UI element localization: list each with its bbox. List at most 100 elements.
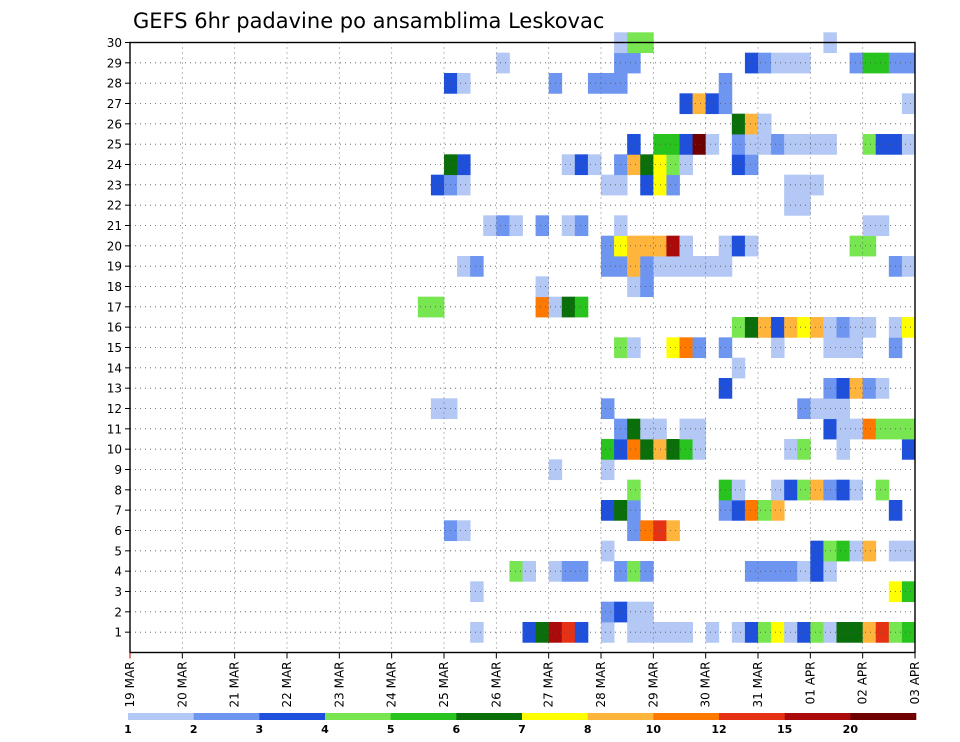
x-tick-label: 27 MAR	[542, 662, 556, 708]
legend-swatch	[719, 713, 785, 720]
heatmap-cell	[901, 418, 916, 440]
legend-swatch	[850, 713, 917, 720]
legend-swatch	[390, 713, 457, 720]
heatmap-cell	[640, 561, 654, 582]
heatmap-cell	[430, 296, 445, 318]
y-tick-label: 22	[107, 199, 122, 213]
y-tick-label: 21	[107, 219, 122, 233]
heatmap-cell	[679, 337, 693, 359]
heatmap-cell	[862, 235, 877, 257]
heatmap-cell	[810, 479, 824, 501]
heatmap-cell	[574, 296, 589, 318]
heatmap-cell	[810, 317, 824, 338]
heatmap-cell	[496, 215, 510, 237]
y-tick-label: 13	[107, 382, 122, 396]
heatmap-cell	[601, 459, 615, 481]
y-tick-label: 29	[107, 56, 122, 70]
heatmap-cell	[640, 174, 654, 196]
heatmap-cell	[627, 601, 641, 623]
y-tick-label: 5	[114, 544, 122, 558]
heatmap-cell	[574, 215, 589, 237]
y-axis: 1234567891011121314151617181920212223242…	[107, 36, 130, 640]
heatmap-cell	[849, 540, 864, 562]
heatmap-cell	[692, 337, 707, 359]
heatmap-cell	[862, 52, 877, 74]
heatmap-cell	[627, 500, 641, 521]
heatmap-cell	[849, 235, 864, 257]
heatmap-cell	[522, 561, 536, 582]
heatmap-cell	[901, 52, 916, 74]
heatmap-cell	[875, 622, 890, 643]
heatmap-cell	[561, 561, 576, 582]
heatmap-cell	[862, 418, 877, 440]
y-tick-label: 4	[114, 565, 122, 579]
legend-label: 10	[646, 723, 662, 736]
chart-title: GEFS 6hr padavine po ansamblima Leskovac	[133, 9, 604, 33]
heatmap-cell	[744, 622, 759, 643]
grid-layer	[130, 42, 915, 653]
heatmap-cell	[679, 418, 693, 440]
y-tick-label: 10	[107, 443, 122, 457]
heatmap-cell	[457, 154, 471, 176]
heatmap-cell	[744, 235, 759, 257]
x-tick-label: 30 MAR	[699, 662, 713, 708]
heatmap-cell	[457, 73, 471, 94]
heatmap-cell	[797, 479, 811, 501]
x-tick-label: 24 MAR	[385, 662, 399, 708]
heatmap-cell	[875, 418, 890, 440]
heatmap-cell	[627, 276, 641, 298]
heatmap-cell	[797, 195, 811, 216]
heatmap-cell	[430, 174, 445, 196]
heatmap-cell	[601, 174, 615, 196]
heatmap-cell	[627, 439, 641, 460]
heatmap-cell	[692, 93, 707, 115]
heatmap-cell	[679, 256, 693, 277]
legend-swatch	[128, 713, 194, 720]
y-tick-label: 11	[107, 422, 122, 436]
legend-swatch	[784, 713, 851, 720]
x-tick-label: 22 MAR	[280, 662, 294, 708]
heatmap-cell	[627, 154, 641, 176]
heatmap-cell	[509, 215, 523, 237]
heatmap-cell	[601, 398, 615, 420]
heatmap-cell	[731, 357, 746, 379]
heatmap-cell	[771, 134, 785, 155]
legend-swatch	[587, 713, 654, 720]
legend-label: 8	[584, 723, 592, 736]
heatmap-cell	[810, 174, 824, 196]
heatmap-cell	[731, 154, 746, 176]
heatmap-cell	[836, 337, 850, 359]
heatmap-cell	[797, 174, 811, 196]
legend-label: 4	[321, 723, 329, 736]
x-tick-label: 29 MAR	[646, 662, 660, 708]
heatmap-cell	[601, 439, 615, 460]
heatmap-cell	[574, 561, 589, 582]
heatmap-cell	[627, 337, 641, 359]
heatmap-cell	[666, 154, 680, 176]
heatmap-cell	[797, 439, 811, 460]
heatmap-cell	[417, 296, 432, 318]
heatmap-cell	[901, 134, 916, 155]
heatmap-cell	[758, 52, 772, 74]
heatmap-cell	[470, 256, 484, 277]
heatmap-cell	[561, 154, 576, 176]
heatmap-cell	[627, 134, 641, 155]
heatmap-cell	[470, 581, 484, 603]
heatmap-cell	[771, 561, 785, 582]
y-tick-label: 18	[107, 280, 122, 294]
y-tick-label: 16	[107, 321, 122, 335]
heatmap-cell	[640, 601, 654, 623]
heatmap-cell	[601, 500, 615, 521]
heatmap-cell	[666, 622, 680, 643]
heatmap-cell	[797, 317, 811, 338]
y-tick-label: 24	[107, 158, 122, 172]
heatmap-cell	[901, 317, 916, 338]
heatmap-cell	[836, 622, 850, 643]
heatmap-cell	[731, 317, 746, 338]
heatmap-cell	[849, 317, 864, 338]
heatmap-cell	[836, 540, 850, 562]
heatmap-cell	[744, 561, 759, 582]
x-tick-label: 19 MAR	[123, 662, 137, 708]
heatmap-cell	[640, 154, 654, 176]
